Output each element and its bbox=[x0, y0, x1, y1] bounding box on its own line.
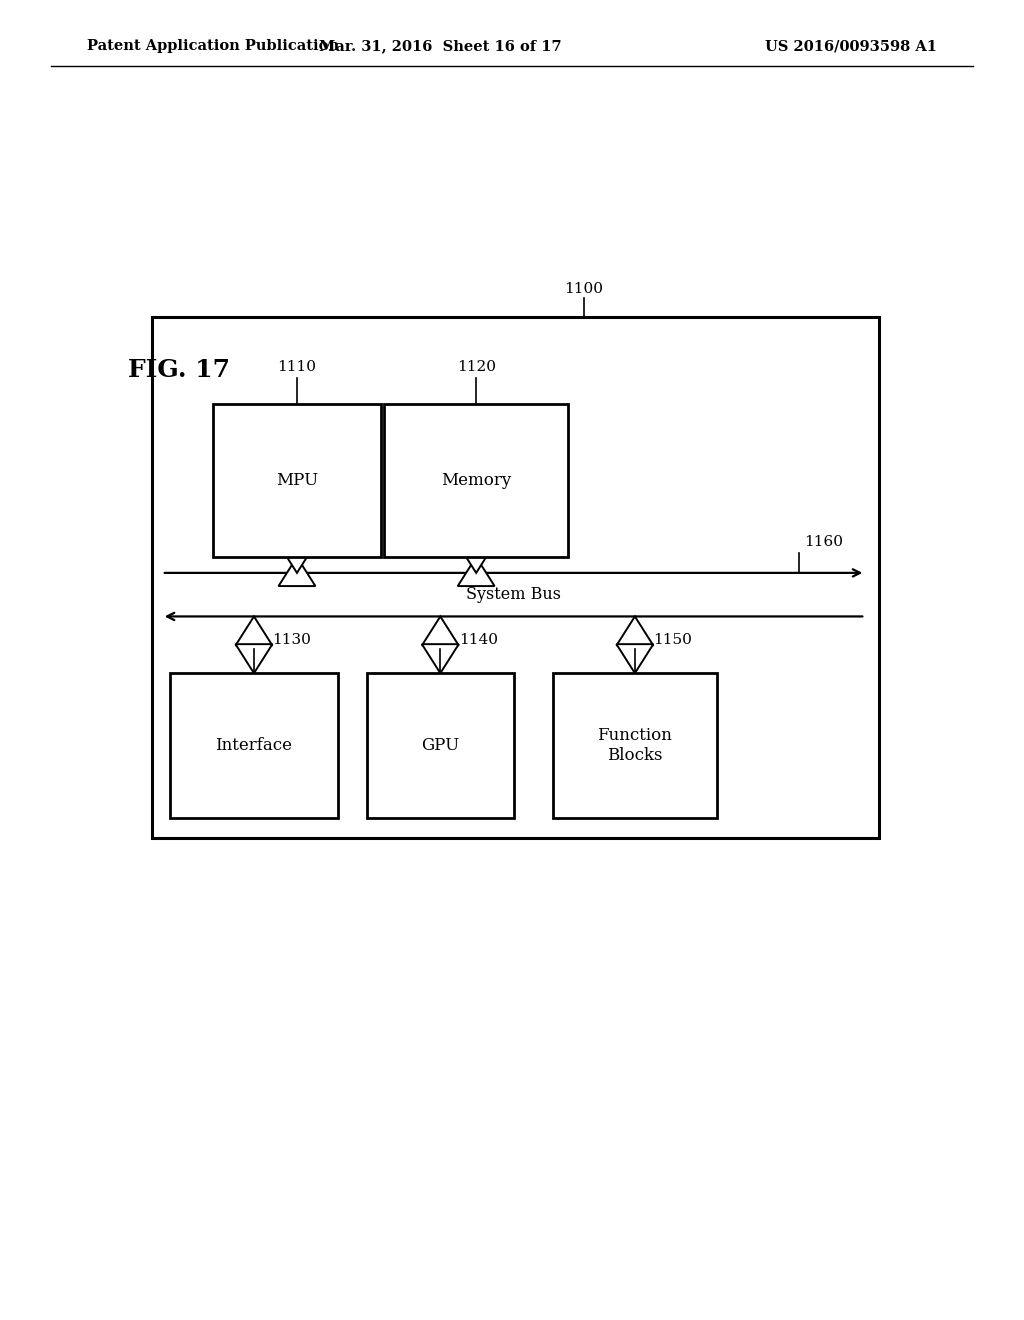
Text: Mar. 31, 2016  Sheet 16 of 17: Mar. 31, 2016 Sheet 16 of 17 bbox=[319, 40, 561, 53]
Text: System Bus: System Bus bbox=[466, 586, 561, 603]
Text: 1100: 1100 bbox=[564, 281, 603, 296]
Polygon shape bbox=[236, 616, 272, 645]
Text: Function
Blocks: Function Blocks bbox=[597, 727, 673, 764]
Text: 1120: 1120 bbox=[457, 359, 496, 374]
Text: GPU: GPU bbox=[421, 738, 460, 754]
Text: MPU: MPU bbox=[275, 473, 318, 488]
Polygon shape bbox=[458, 544, 495, 573]
Text: Patent Application Publication: Patent Application Publication bbox=[87, 40, 339, 53]
Bar bbox=[431, 643, 450, 644]
Polygon shape bbox=[422, 616, 459, 645]
Polygon shape bbox=[279, 557, 315, 586]
Bar bbox=[288, 543, 306, 544]
Text: 1140: 1140 bbox=[459, 632, 498, 647]
Text: FIG. 17: FIG. 17 bbox=[128, 358, 230, 381]
Polygon shape bbox=[616, 644, 653, 673]
Text: 1130: 1130 bbox=[272, 632, 311, 647]
Polygon shape bbox=[236, 644, 272, 673]
Bar bbox=[626, 643, 644, 644]
Text: US 2016/0093598 A1: US 2016/0093598 A1 bbox=[765, 40, 937, 53]
Bar bbox=[152, 317, 879, 838]
Bar bbox=[467, 543, 485, 544]
Bar bbox=[213, 404, 381, 557]
Bar bbox=[170, 673, 338, 818]
Bar bbox=[384, 404, 568, 557]
Text: Interface: Interface bbox=[215, 738, 293, 754]
Bar bbox=[245, 643, 263, 644]
Polygon shape bbox=[616, 616, 653, 645]
Polygon shape bbox=[458, 557, 495, 586]
Text: Memory: Memory bbox=[441, 473, 511, 488]
Text: 1150: 1150 bbox=[653, 632, 692, 647]
Polygon shape bbox=[422, 644, 459, 673]
Text: 1110: 1110 bbox=[278, 359, 316, 374]
Text: 1160: 1160 bbox=[804, 535, 843, 549]
Bar bbox=[553, 673, 717, 818]
Polygon shape bbox=[279, 544, 315, 573]
Bar bbox=[367, 673, 514, 818]
